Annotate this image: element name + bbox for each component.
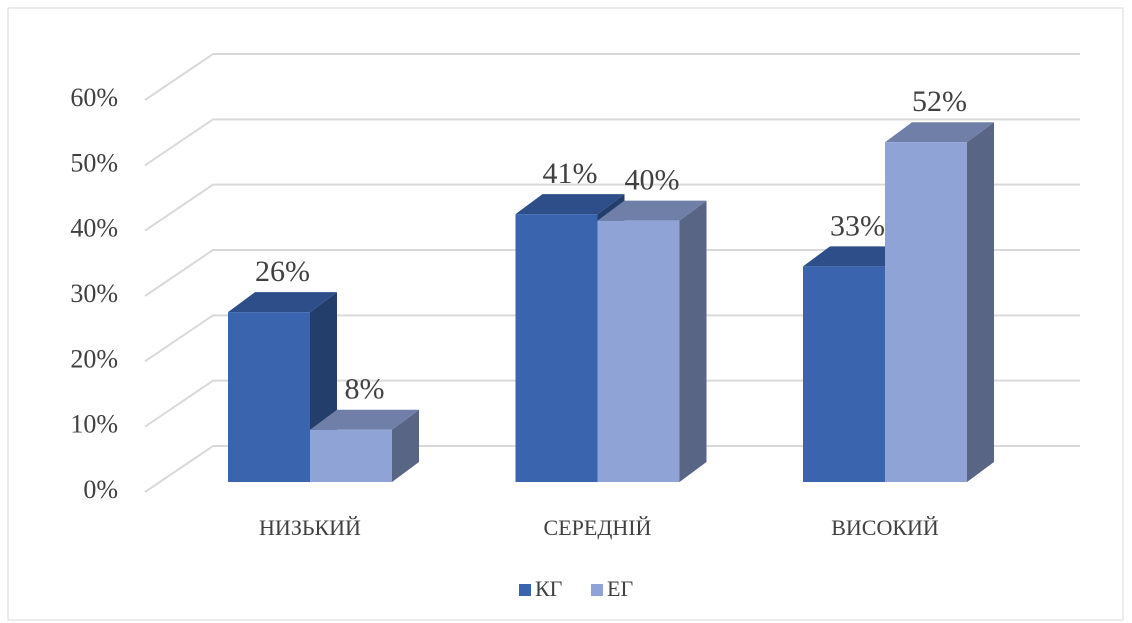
bar-top <box>597 200 707 221</box>
data-label: 26% <box>255 255 310 288</box>
bar-side <box>967 122 994 483</box>
bar-side <box>392 409 419 482</box>
data-label: 33% <box>830 209 885 242</box>
legend-label: ЕГ <box>607 576 633 601</box>
data-label: 52% <box>912 85 967 118</box>
grid-line <box>144 249 1080 297</box>
bar-top <box>228 292 337 313</box>
grid-line <box>144 118 1080 167</box>
y-tick-label: 0% <box>83 475 118 504</box>
x-tick-label: СЕРЕДНІЙ <box>544 515 652 540</box>
legend-swatch <box>519 584 531 596</box>
legend-label: КГ <box>535 576 563 601</box>
data-label: 40% <box>625 164 680 197</box>
grid-line <box>144 379 1080 428</box>
bar <box>228 312 310 482</box>
bar <box>885 142 967 482</box>
bar <box>597 220 680 482</box>
x-tick-label: ВИСОКИЙ <box>831 515 939 540</box>
bar-side <box>679 200 707 482</box>
y-tick-label: 20% <box>70 344 118 373</box>
bar-top <box>310 409 419 430</box>
bar <box>310 429 392 482</box>
x-tick-label: НИЗЬКИЙ <box>259 515 361 540</box>
y-tick-label: 30% <box>70 279 118 308</box>
data-label: 8% <box>345 373 385 406</box>
y-tick-label: 60% <box>70 83 118 112</box>
y-tick-label: 10% <box>70 410 118 439</box>
grid-line <box>144 445 1080 493</box>
grid-line <box>144 183 1080 232</box>
bar-top <box>515 194 625 215</box>
grid-line <box>144 314 1080 363</box>
bar <box>515 214 598 482</box>
legend-swatch <box>591 584 603 596</box>
bar <box>803 266 885 482</box>
grid-line <box>144 53 1080 101</box>
bar-top <box>885 122 994 143</box>
y-tick-label: 50% <box>70 148 118 177</box>
y-tick-label: 40% <box>70 214 118 243</box>
data-label: 41% <box>543 157 598 190</box>
bar-top <box>803 246 912 267</box>
